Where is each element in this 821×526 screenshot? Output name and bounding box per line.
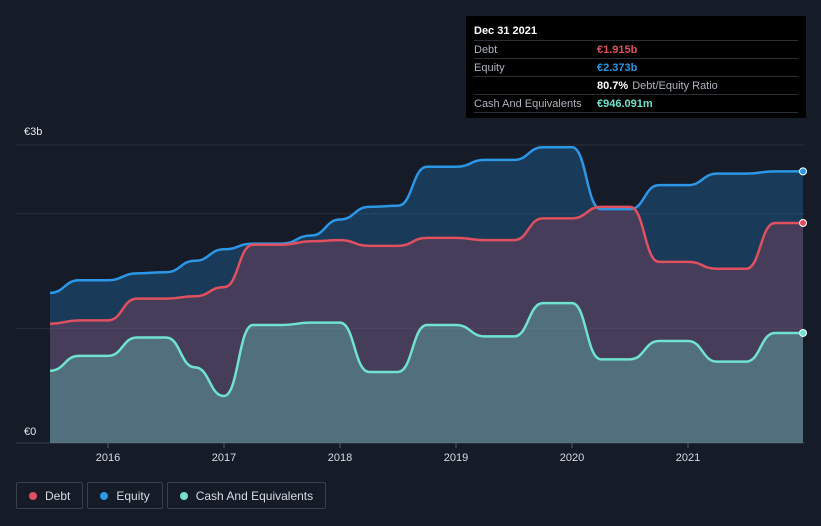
y-tick-label-top: €3b [24, 126, 42, 138]
line-cash-and-equivalents [49, 301, 803, 398]
tooltip-row-debt: Debt €1.915b [474, 40, 798, 58]
area-equity [50, 147, 803, 444]
legend: Debt Equity Cash And Equivalents [16, 482, 327, 509]
tooltip-row-cash: Cash And Equivalents €946.091m [474, 94, 798, 113]
legend-label: Cash And Equivalents [195, 488, 314, 503]
line-debt [49, 205, 803, 326]
x-tick-label: 2016 [96, 452, 120, 464]
x-tick-label: 2017 [212, 452, 236, 464]
legend-dot-icon [179, 491, 188, 500]
tooltip-value: €1.915b [597, 44, 638, 56]
tooltip-value: €2.373b [597, 62, 638, 74]
tooltip-panel: Dec 31 2021 Debt €1.915b Equity €2.373b … [466, 16, 806, 118]
x-tick-label: 2018 [328, 452, 352, 464]
area-cash-and-equivalents [50, 303, 803, 443]
tooltip-label: Cash And Equivalents [474, 98, 582, 110]
y-tick-label-bottom: €0 [24, 426, 36, 438]
tooltip-suffix: Debt/Equity Ratio [632, 80, 718, 92]
tooltip-date: Dec 31 2021 [474, 25, 537, 37]
tooltip-value: €946.091m [597, 98, 653, 110]
x-tick-label: 2021 [676, 452, 700, 464]
x-tick-label: 2019 [444, 452, 468, 464]
tooltip-label: Equity [474, 62, 505, 74]
series-lines [49, 146, 803, 398]
axes: €3b €0 2016 2017 2018 2019 2020 2021 [24, 126, 700, 464]
x-tick-label: 2020 [560, 452, 584, 464]
tooltip-value: 80.7% [597, 80, 629, 92]
tooltip-row-ratio: 80.7% Debt/Equity Ratio [474, 76, 798, 94]
legend-label: Equity [116, 488, 150, 503]
tooltip-label: Debt [474, 44, 498, 56]
series-end-markers [799, 167, 807, 337]
end-marker-debt [799, 218, 807, 227]
legend-item-debt[interactable]: Debt [16, 482, 84, 509]
legend-dot-icon [29, 491, 37, 500]
legend-dot-icon [100, 491, 109, 500]
line-equity [49, 146, 803, 295]
legend-label: Debt [45, 488, 71, 503]
end-marker-equity [799, 167, 807, 176]
legend-item-equity[interactable]: Equity [87, 482, 163, 509]
tooltip-label [474, 78, 597, 94]
grid-lines [16, 144, 805, 444]
series-areas [50, 147, 803, 444]
legend-item-cash[interactable]: Cash And Equivalents [166, 482, 327, 509]
end-marker-cash-and-equivalents [799, 328, 807, 337]
tooltip-row-equity: Equity €2.373b [474, 58, 798, 76]
